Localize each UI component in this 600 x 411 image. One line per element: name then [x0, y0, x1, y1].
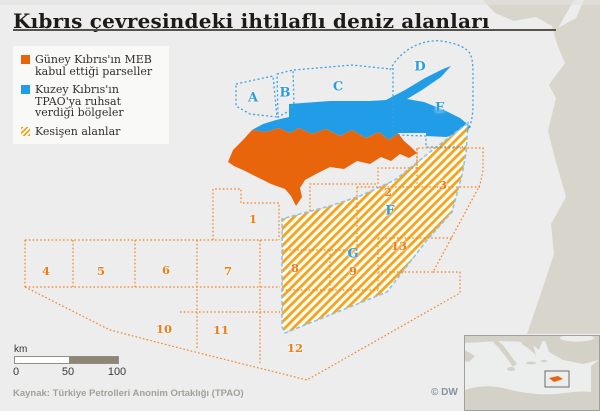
legend-label: Kesişen alanlar: [35, 124, 121, 138]
parcel-lines: [24, 147, 484, 381]
zone-label-c: C: [332, 79, 344, 95]
parcel-label-8: 8: [290, 261, 300, 275]
parcel-label-9: 9: [348, 264, 358, 278]
legend: Güney Kıbrıs'ın MEB kabul ettiği parsell…: [13, 46, 169, 144]
scale-tick-50: 50: [61, 366, 75, 378]
parcel-label-7: 7: [223, 264, 233, 278]
dw-copyright: © DW: [431, 387, 458, 398]
scale-segment-50-100: [69, 357, 118, 363]
scale-unit: km: [14, 344, 28, 355]
parcel-label-12: 12: [286, 341, 304, 355]
legend-label: Güney Kıbrıs'ın MEB kabul ettiği parsell…: [35, 53, 153, 78]
inset-focus-box: [544, 370, 570, 388]
parcel-label-10: 10: [155, 322, 173, 336]
scale-tick-100: 100: [107, 366, 127, 378]
legend-item-overlap: Kesişen alanlar: [21, 124, 163, 138]
zone-label-f: F: [385, 203, 395, 219]
orange-swatch-icon: [21, 55, 30, 64]
parcel-label-6: 6: [161, 263, 171, 277]
parcel-label-2: 2: [383, 185, 393, 199]
parcel-label-4: 4: [41, 264, 51, 278]
blue-swatch-icon: [21, 85, 30, 94]
overlap-hatch-area: [281, 121, 469, 335]
hatch-swatch-icon: [21, 126, 30, 136]
parcel-label-13: 13: [390, 239, 408, 253]
coastline-land: [483, 0, 600, 334]
top-strip: [0, 0, 600, 5]
tpao-zone-outlines: [235, 40, 474, 148]
zone-label-d: D: [414, 59, 426, 75]
mediterranean-inset: [465, 336, 599, 410]
parcel-label-11: 11: [212, 323, 230, 337]
scale-bar: km 0 50 100: [12, 344, 134, 379]
legend-item-south-parcels: Güney Kıbrıs'ın MEB kabul ettiği parsell…: [21, 54, 163, 77]
scale-segment-0-50: [15, 357, 69, 363]
source-credit: Kaynak: Türkiye Petrolleri Anonim Ortakl…: [13, 388, 244, 399]
zone-label-g: G: [347, 246, 359, 262]
legend-item-tpao-zones: Kuzey Kıbrıs'ın TPAO'ya ruhsat verdiği b…: [21, 84, 163, 119]
parcel-label-1: 1: [248, 212, 258, 226]
parcel-label-5: 5: [96, 264, 106, 278]
scale-tick-0: 0: [12, 366, 20, 378]
cyprus-island: [228, 128, 417, 206]
tpao-blue-area: [252, 66, 471, 140]
title-rule: [13, 29, 556, 31]
legend-label: Kuzey Kıbrıs'ın TPAO'ya ruhsat verdiği b…: [35, 83, 124, 119]
locator-inset-map: [464, 335, 600, 411]
parcel-label-3: 3: [438, 178, 448, 192]
zone-label-a: A: [247, 90, 259, 106]
inset-cyprus-highlight: [549, 376, 563, 382]
zone-label-e: E: [435, 100, 445, 116]
scale-bar-graphic: [14, 356, 119, 364]
zone-label-b: B: [279, 85, 291, 101]
